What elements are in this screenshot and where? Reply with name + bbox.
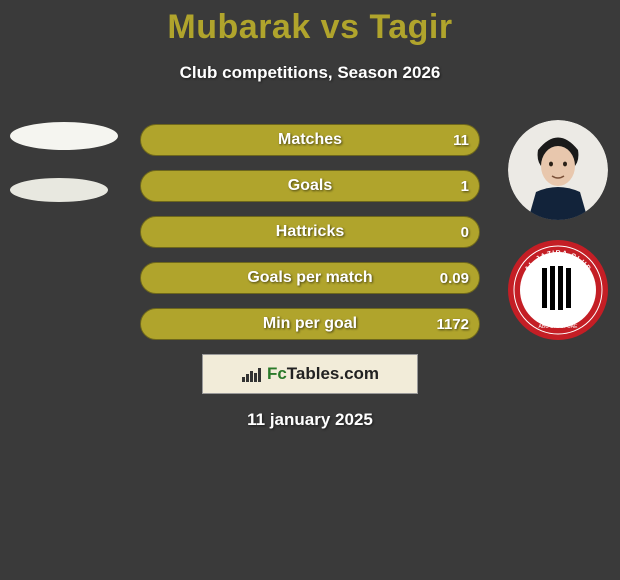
- bars-chart-icon: [241, 365, 263, 383]
- ellipse-shape: [10, 122, 118, 150]
- stat-bar: Min per goal 1172: [140, 308, 480, 340]
- comparison-bars: Matches 11 Goals 1 Hattricks 0 Goals per match…: [140, 124, 480, 354]
- club-badge-icon: AL JAZIRA CLUB ABU DHABI·UAE: [508, 240, 608, 340]
- stat-value-right: 11: [453, 132, 469, 149]
- stat-value-right: 1: [461, 178, 469, 195]
- stat-label: Goals per match: [247, 269, 372, 287]
- stat-bar: Hattricks 0: [140, 216, 480, 248]
- logo-prefix: Fc: [267, 364, 287, 383]
- club-ring-subtext: ABU DHABI·UAE: [539, 324, 579, 330]
- site-logo-text: FcTables.com: [241, 364, 379, 384]
- page-title: Mubarak vs Tagir: [0, 0, 620, 47]
- right-column: AL JAZIRA CLUB ABU DHABI·UAE: [508, 120, 608, 340]
- stat-label: Goals: [288, 177, 332, 195]
- infographic-date: 11 january 2025: [0, 410, 620, 430]
- stat-bar: Matches 11: [140, 124, 480, 156]
- stat-value-right: 0.09: [440, 270, 469, 287]
- left-player-placeholder: [10, 122, 118, 230]
- player-avatar-icon: [508, 120, 608, 220]
- page-subtitle: Club competitions, Season 2026: [0, 63, 620, 83]
- club-badge: AL JAZIRA CLUB ABU DHABI·UAE: [508, 240, 608, 340]
- stat-bar: Goals per match 0.09: [140, 262, 480, 294]
- logo-suffix: Tables.com: [287, 364, 379, 383]
- stat-value-right: 0: [461, 224, 469, 241]
- stat-label: Min per goal: [263, 315, 357, 333]
- stat-label: Matches: [278, 131, 342, 149]
- stat-value-right: 1172: [436, 316, 469, 333]
- site-logo: FcTables.com: [202, 354, 418, 394]
- stat-bar: Goals 1: [140, 170, 480, 202]
- ellipse-shape: [10, 178, 108, 202]
- stat-label: Hattricks: [276, 223, 344, 241]
- player-photo: [508, 120, 608, 220]
